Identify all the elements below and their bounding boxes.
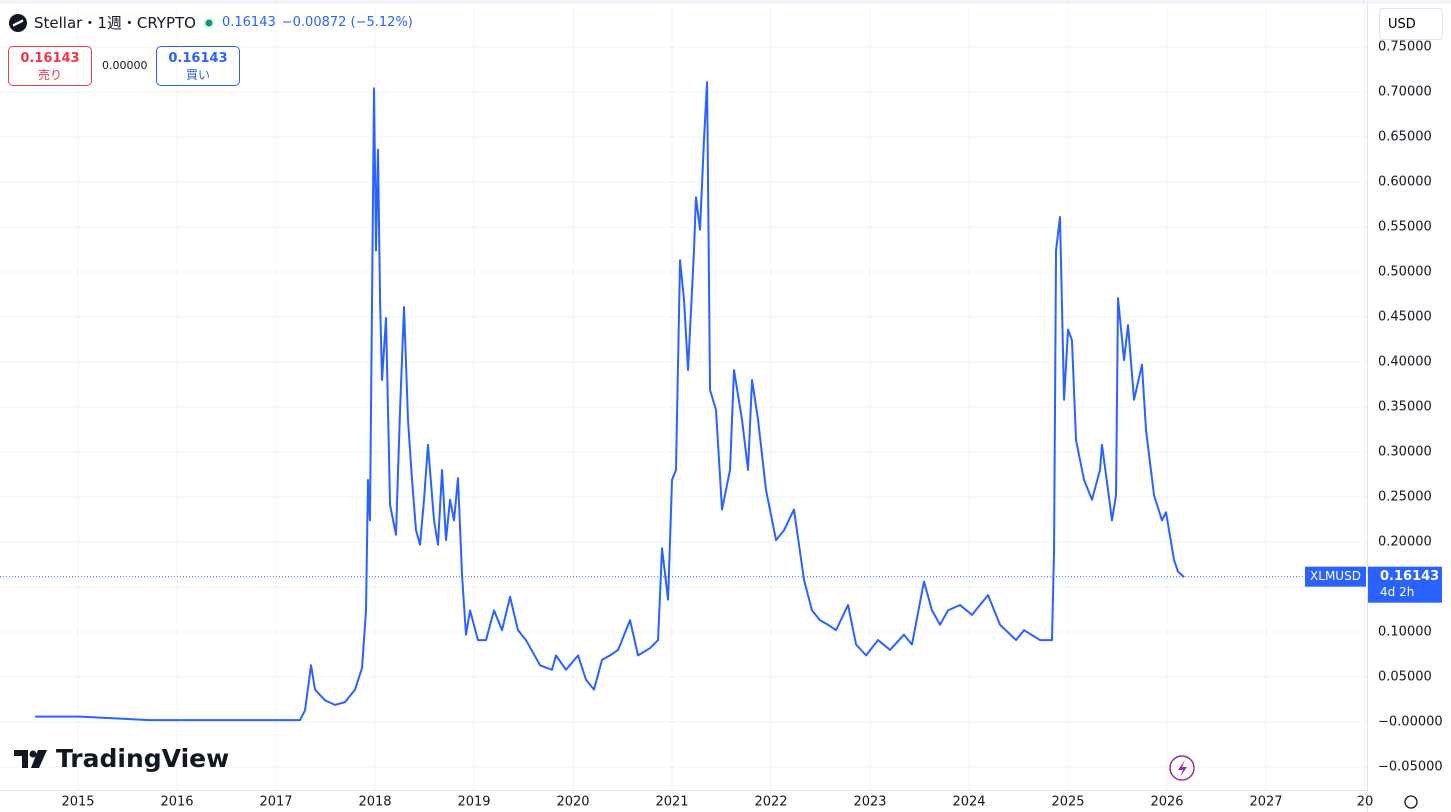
symbol-header: Stellar・1週・CRYPTO 0.16143 −0.00872 (−5.1…	[8, 12, 413, 33]
sell-button[interactable]: 0.16143 売り	[8, 46, 92, 86]
grid	[0, 5, 1367, 790]
x-tick-label: 2015	[61, 795, 94, 810]
last-price: 0.16143	[221, 15, 276, 30]
y-tick-label: −0.05000	[1378, 759, 1443, 774]
x-tick-label: 2026	[1150, 795, 1183, 810]
y-tick-label: 0.05000	[1378, 669, 1432, 684]
coin-icon	[9, 13, 27, 32]
settings-icon[interactable]	[1404, 795, 1418, 809]
countdown: 4d 2h	[1380, 585, 1414, 599]
axes: 0.75000 0.70000 0.65000 0.60000 0.55000 0.500…	[61, 40, 1442, 810]
x-tick-label: 2016	[160, 795, 193, 810]
x-tick-label: 2025	[1051, 795, 1084, 810]
x-tick-label: 20	[1357, 795, 1374, 810]
currency-select[interactable]: USD	[1379, 8, 1443, 40]
y-tick-label: −0.00000	[1378, 714, 1443, 729]
y-tick-label: 0.45000	[1378, 310, 1432, 325]
x-tick-label: 2017	[259, 795, 292, 810]
x-tick-label: 2020	[556, 795, 589, 810]
price-tag-bg	[1368, 566, 1442, 603]
x-tick-label: 2018	[358, 795, 391, 810]
y-tick-label: 0.30000	[1378, 444, 1432, 459]
buy-label: 買い	[185, 68, 210, 82]
symbol-tag: XLMUSD	[1310, 569, 1361, 583]
x-tick-label: 2019	[457, 795, 490, 810]
status-dot	[202, 16, 215, 29]
x-tick-label: 2023	[853, 795, 886, 810]
price-line	[35, 81, 1185, 722]
brand-logo	[14, 749, 47, 768]
buy-price: 0.16143	[168, 51, 228, 66]
lightning-glyph	[1178, 760, 1187, 777]
symbol-tag-bg	[1305, 566, 1366, 587]
brand: TradingView	[14, 744, 229, 773]
y-tick-label: 0.60000	[1378, 175, 1432, 190]
symbol[interactable]: Stellar・1週・CRYPTO	[34, 14, 196, 32]
brand-name: TradingView	[56, 744, 230, 773]
plot	[0, 81, 1367, 722]
x-tick-label: 2021	[655, 795, 688, 810]
x-tick-label: 2022	[754, 795, 787, 810]
y-tick-label: 0.20000	[1378, 534, 1432, 549]
y-tick-label: 0.35000	[1378, 399, 1432, 414]
y-tick-label: 0.65000	[1378, 130, 1432, 145]
sell-label: 売り	[37, 68, 62, 82]
y-tick-label: 0.10000	[1378, 624, 1432, 639]
y-tick-label: 0.25000	[1378, 489, 1432, 504]
spread: 0.00000	[102, 59, 148, 72]
y-tick-label: 0.55000	[1378, 220, 1432, 235]
top-bar	[0, 0, 1451, 4]
price-change: −0.00872 (−5.12%)	[281, 15, 413, 30]
y-tick-label: 0.70000	[1378, 85, 1432, 100]
y-tick-label: 0.40000	[1378, 354, 1432, 369]
y-tick-label: 0.50000	[1378, 265, 1432, 280]
y-tick-label: 0.75000	[1378, 40, 1432, 55]
currency: USD	[1388, 17, 1416, 32]
lightning-icon[interactable]	[1169, 755, 1195, 781]
buy-button[interactable]: 0.16143 買い	[156, 46, 240, 86]
x-tick-label: 2027	[1249, 795, 1282, 810]
x-tick-label: 2024	[952, 795, 985, 810]
sell-price: 0.16143	[20, 51, 80, 66]
price-tag: 0.16143	[1380, 569, 1439, 584]
